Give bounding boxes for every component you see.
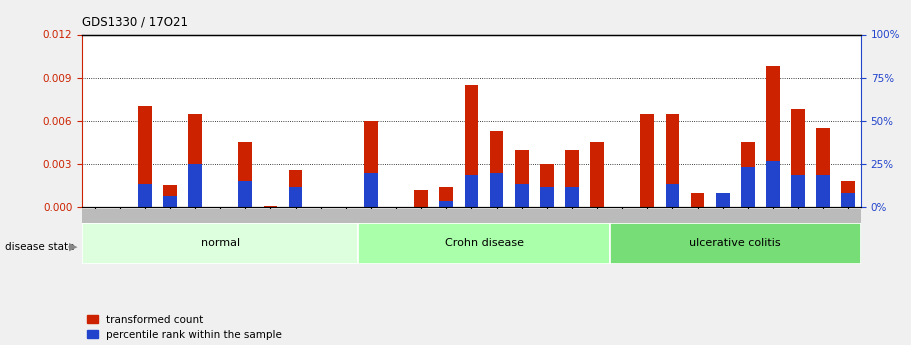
Bar: [716, 193, 730, 207]
Bar: [842, 193, 855, 207]
Bar: [163, 186, 177, 207]
Bar: [842, 181, 855, 207]
Bar: [741, 142, 754, 207]
Bar: [189, 114, 202, 207]
Text: normal: normal: [200, 238, 240, 248]
Bar: [439, 201, 454, 207]
Bar: [791, 175, 805, 207]
Bar: [666, 184, 680, 207]
Bar: [565, 187, 578, 207]
Bar: [289, 187, 302, 207]
Bar: [439, 187, 454, 207]
Bar: [609, 223, 861, 264]
Bar: [766, 161, 780, 207]
Text: ulcerative colitis: ulcerative colitis: [690, 238, 781, 248]
Bar: [239, 181, 252, 207]
Bar: [465, 175, 478, 207]
Text: disease state: disease state: [5, 242, 74, 252]
Bar: [515, 184, 528, 207]
Text: GDS1330 / 17O21: GDS1330 / 17O21: [82, 16, 188, 29]
Bar: [816, 175, 830, 207]
Bar: [489, 131, 504, 207]
Bar: [540, 187, 554, 207]
Bar: [465, 85, 478, 207]
Bar: [816, 128, 830, 207]
Bar: [82, 223, 358, 264]
Bar: [138, 106, 152, 207]
Bar: [741, 167, 754, 207]
Bar: [590, 142, 604, 207]
Bar: [163, 196, 177, 207]
Bar: [565, 149, 578, 207]
Text: ▶: ▶: [69, 242, 77, 252]
Bar: [489, 172, 504, 207]
Bar: [263, 206, 277, 207]
Bar: [515, 149, 528, 207]
Bar: [289, 170, 302, 207]
Bar: [364, 172, 378, 207]
Bar: [239, 142, 252, 207]
Bar: [364, 121, 378, 207]
Bar: [358, 223, 609, 264]
Bar: [640, 114, 654, 207]
Bar: [415, 190, 428, 207]
Text: Crohn disease: Crohn disease: [445, 238, 524, 248]
Bar: [540, 164, 554, 207]
Bar: [138, 184, 152, 207]
Bar: [766, 66, 780, 207]
Bar: [791, 109, 805, 207]
Bar: [189, 164, 202, 207]
Legend: transformed count, percentile rank within the sample: transformed count, percentile rank withi…: [87, 315, 281, 340]
Bar: [691, 193, 704, 207]
Bar: [666, 114, 680, 207]
